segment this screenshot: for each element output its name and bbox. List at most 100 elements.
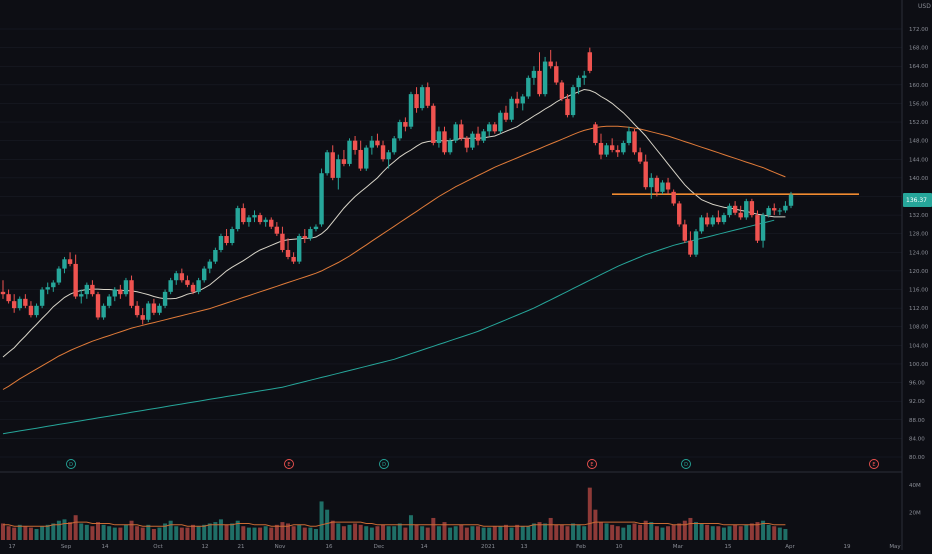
volume-bar — [509, 527, 514, 540]
candle-body — [459, 124, 464, 139]
candle-body — [218, 236, 224, 250]
price-tick-label: 172.00 — [909, 27, 929, 33]
candle-body — [643, 161, 648, 188]
candle-body — [190, 284, 196, 292]
volume-bar — [336, 523, 341, 540]
volume-bar — [263, 526, 268, 540]
volume-bar — [358, 524, 363, 540]
candle-body — [151, 303, 157, 313]
candle-body — [481, 131, 486, 141]
time-tick-label: 17 — [9, 544, 16, 550]
volume-bar — [649, 522, 654, 540]
volume-bar — [168, 520, 173, 540]
candle-body — [453, 124, 458, 141]
time-tick-label: Sep — [61, 544, 72, 550]
candle-body — [677, 203, 682, 225]
volume-bar — [492, 526, 497, 540]
volume-bar — [716, 526, 721, 540]
time-tick-label: May — [889, 544, 901, 550]
candle-body — [419, 87, 425, 109]
candle-body — [637, 152, 643, 162]
candle-body — [17, 298, 22, 309]
volume-bar — [643, 520, 648, 540]
volume-bar — [230, 523, 235, 540]
candle-body — [727, 205, 732, 216]
candle-body — [129, 280, 134, 306]
candles — [0, 47, 794, 325]
candle-body — [738, 212, 743, 218]
volume-bar — [660, 527, 665, 540]
candle-body — [73, 263, 78, 297]
candle-body — [783, 205, 788, 211]
candle-body — [542, 61, 548, 95]
volume-bar — [755, 522, 760, 540]
candle-body — [224, 236, 229, 243]
volume-pane: 40M 20M — [1, 483, 921, 540]
volume-tick-label: 20M — [909, 510, 921, 516]
volume-bar — [442, 522, 447, 540]
candle-body — [766, 208, 771, 216]
volume-bar — [397, 523, 402, 540]
volume-bar — [286, 523, 291, 540]
volume-bar — [140, 527, 145, 540]
candle-body — [252, 215, 257, 218]
volume-bar — [330, 520, 335, 540]
candle-body — [582, 75, 587, 78]
volume-bar — [369, 527, 374, 540]
volume-bar — [23, 526, 28, 540]
candle-body — [269, 219, 274, 227]
candle-body — [425, 87, 430, 106]
price-axis[interactable]: 172.00 168.00 164.00 160.00 156.00 152.00 148.… — [901, 0, 929, 550]
price-tick-label: 152.00 — [909, 120, 929, 126]
price-tick-label: 144.00 — [909, 157, 929, 163]
volume-bar — [772, 526, 777, 540]
volume-bar — [738, 526, 743, 540]
candle-body — [375, 140, 380, 146]
candle-body — [721, 215, 727, 223]
volume-bar — [526, 526, 531, 540]
volume-bar — [436, 526, 441, 540]
candle-body — [576, 77, 581, 88]
candle-body — [503, 112, 509, 120]
volume-bar — [112, 527, 117, 540]
candle-body — [665, 182, 671, 190]
candle-body — [280, 233, 285, 250]
volume-bar — [503, 524, 508, 540]
candle-body — [660, 182, 665, 192]
volume-bar — [543, 523, 548, 540]
candle-body — [464, 138, 470, 148]
volume-bar — [347, 524, 352, 540]
volume-bar — [710, 526, 715, 540]
volume-bar — [766, 524, 771, 540]
candle-body — [487, 124, 492, 132]
volume-bar — [615, 526, 620, 540]
volume-bar — [40, 526, 45, 540]
volume-bar — [498, 526, 503, 540]
candle-body — [520, 96, 525, 104]
event-marker-label: D — [382, 462, 386, 468]
volume-bar — [403, 527, 408, 540]
candle-body — [514, 98, 520, 104]
time-axis[interactable]: 17 Sep 14 Oct 12 21 Nov 16 Dec 14 2021 13 Feb 10 Mar 15… — [9, 544, 902, 550]
volume-bar — [464, 527, 469, 540]
candle-body — [146, 303, 151, 320]
volume-bar — [453, 526, 458, 540]
candle-body — [352, 140, 358, 150]
candle-body — [632, 131, 637, 153]
volume-bar — [313, 528, 318, 540]
event-marker-label: E — [287, 462, 290, 468]
volume-bar — [677, 523, 682, 540]
volume-bar — [548, 517, 553, 540]
volume-bar — [224, 524, 229, 540]
volume-bar — [537, 522, 542, 540]
candle-body — [84, 284, 90, 295]
candle-body — [67, 259, 73, 264]
candle-body — [760, 215, 766, 241]
volume-bar — [531, 523, 536, 540]
candle-body — [229, 229, 235, 243]
price-tick-label: 92.00 — [909, 399, 925, 405]
volume-bar — [17, 524, 22, 540]
volume-bar — [291, 526, 296, 540]
volume-bar — [174, 526, 179, 540]
